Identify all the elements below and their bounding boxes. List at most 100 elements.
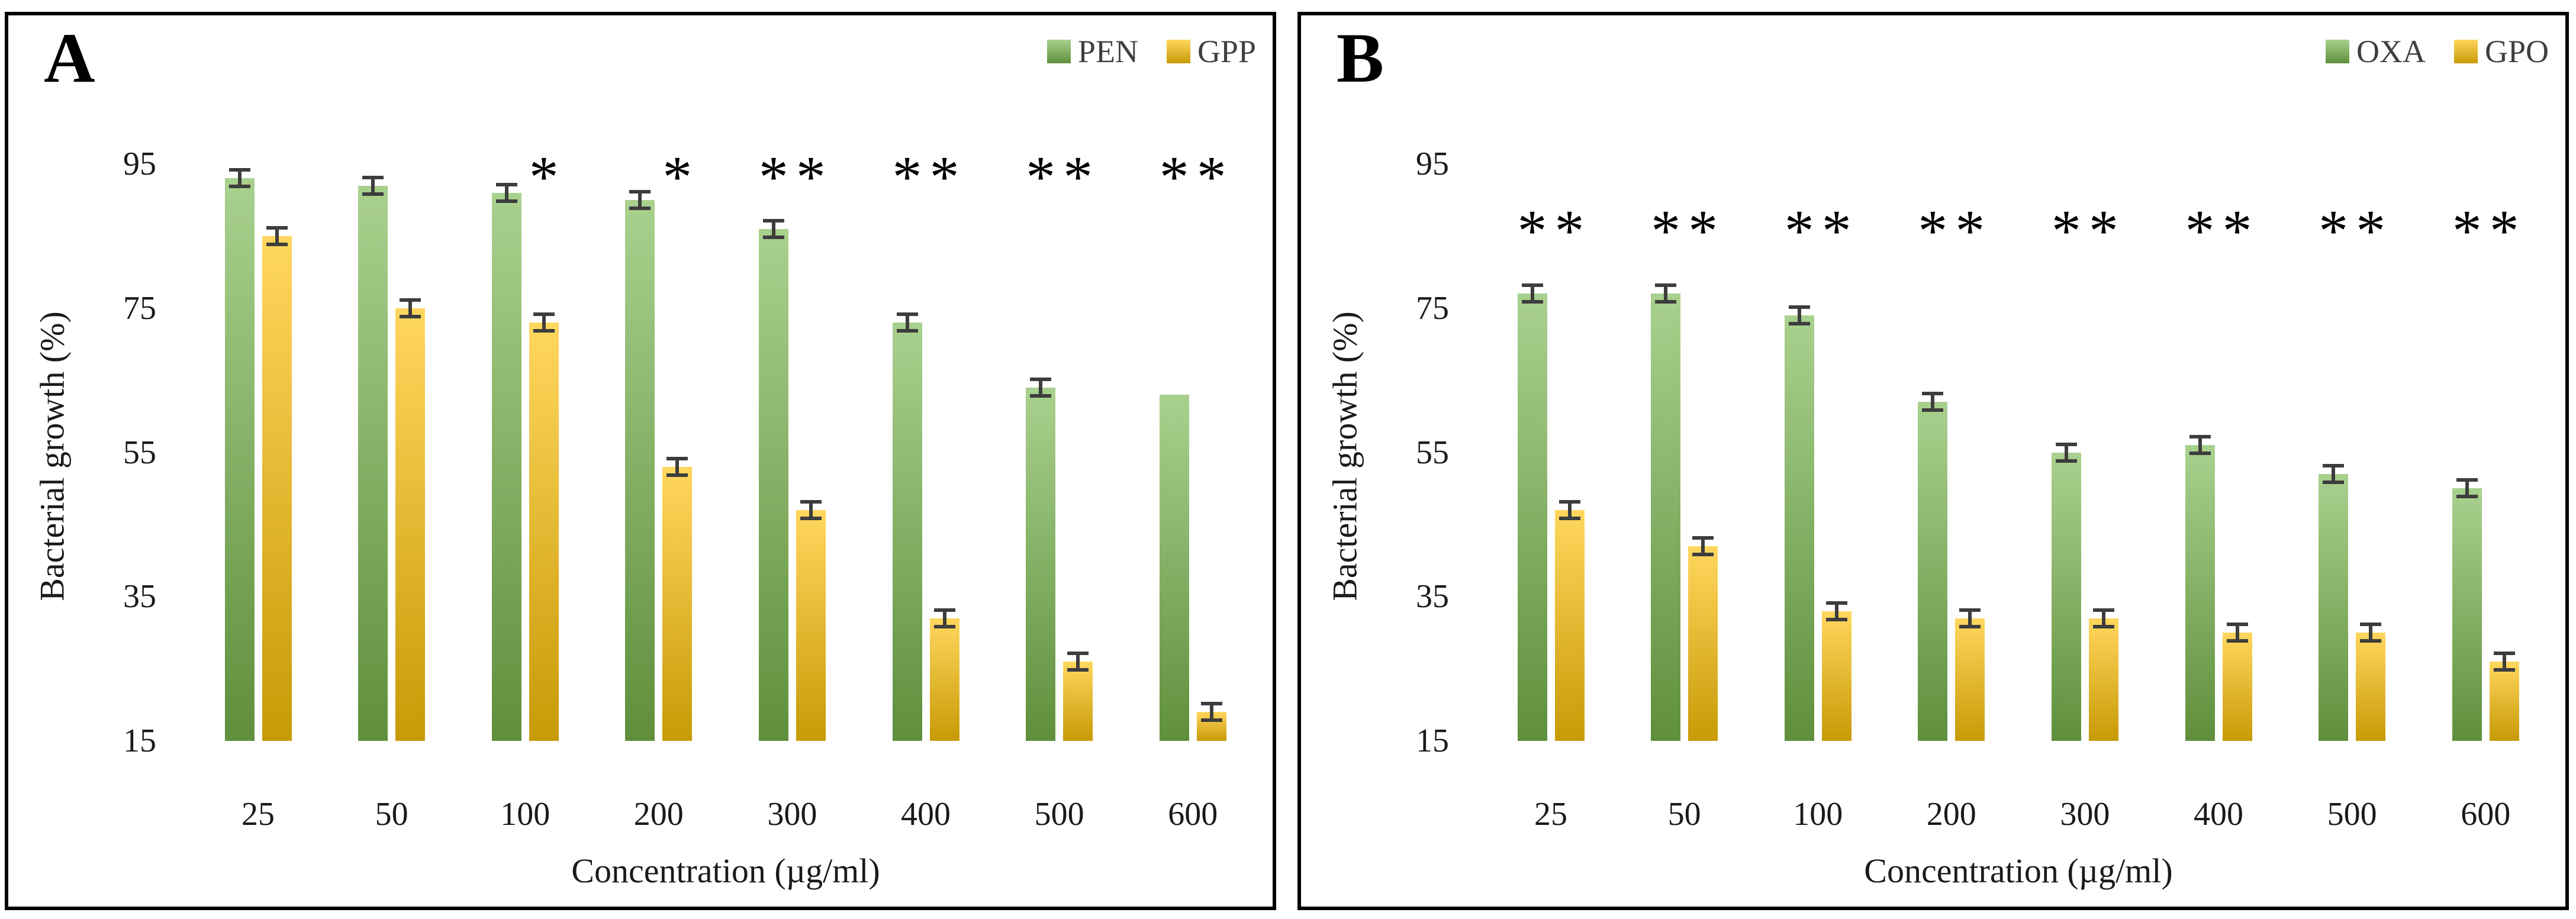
error-bar-cap	[400, 314, 421, 318]
significance-asterisk-pen-400: *	[892, 144, 922, 209]
y-tick-55: 55	[123, 434, 156, 471]
bar-oxa-400	[2185, 445, 2215, 741]
error-bar-stem	[1039, 379, 1043, 395]
x-tick-500: 500	[1034, 796, 1084, 833]
error-bar-stem	[2235, 625, 2239, 641]
error-bar-cap	[1825, 617, 1847, 621]
legend-item-gpp: GPP	[1166, 36, 1256, 67]
error-bar-gpo-300	[2092, 608, 2114, 628]
y-tick-75: 75	[123, 289, 156, 327]
bar-oxa-25	[1517, 294, 1547, 741]
error-bar-cap	[1788, 321, 1810, 325]
bar-gpo-100	[1821, 611, 1852, 741]
error-bar-stem	[2502, 653, 2506, 669]
error-bar-stem	[905, 315, 909, 331]
significance-asterisk-gpp-400: *	[929, 144, 959, 209]
error-bar-stem	[371, 178, 375, 194]
error-bar-cap	[1655, 300, 1677, 304]
panel-b-label: B	[1337, 18, 1384, 97]
error-bar-cap	[1692, 536, 1714, 540]
error-bar-cap	[2092, 608, 2114, 612]
significance-asterisk-gpo-25: *	[1554, 198, 1585, 264]
error-bar-oxa-50	[1655, 283, 1677, 304]
y-tick-95: 95	[123, 146, 156, 182]
error-bar-stem	[542, 315, 546, 331]
significance-asterisk-gpo-300: *	[2088, 198, 2118, 264]
bar-gpo-50	[1688, 546, 1718, 741]
significance-asterisk-pen-300: *	[758, 144, 788, 209]
bar-pen-500	[1026, 387, 1056, 741]
error-bar-pen-100	[495, 182, 517, 203]
significance-asterisk-oxa-300: *	[2051, 198, 2081, 264]
error-bar-cap	[2493, 651, 2515, 655]
error-bar-cap	[1030, 377, 1052, 381]
bar-gpo-25	[1554, 510, 1585, 741]
error-bar-cap	[666, 456, 688, 460]
error-bar-stem	[1834, 603, 1838, 619]
error-bar-pen-25	[228, 168, 250, 189]
bar-gpp-200	[662, 466, 693, 741]
x-tick-50: 50	[1667, 796, 1701, 833]
significance-asterisk-oxa-50: *	[1651, 198, 1681, 264]
error-bar-cap	[2456, 478, 2478, 482]
error-bar-gpp-50	[400, 298, 421, 318]
error-bar-pen-200	[629, 189, 651, 210]
error-bar-cap	[1788, 305, 1810, 309]
error-bar-stem	[275, 228, 279, 244]
y-tick-95: 95	[1416, 146, 1449, 182]
x-tick-200: 200	[633, 796, 684, 833]
error-bar-cap	[800, 517, 822, 520]
bar-gpp-25	[262, 236, 292, 741]
error-bar-stem	[2101, 610, 2105, 626]
legend-swatch-yellow-icon	[2453, 40, 2478, 63]
bar-oxa-300	[2051, 452, 2081, 741]
error-bar-pen-400	[896, 312, 918, 333]
error-bar-stem	[1797, 307, 1801, 323]
x-tick-600: 600	[2461, 796, 2511, 833]
error-bar-cap	[495, 182, 517, 186]
error-bar-cap	[2226, 639, 2248, 643]
significance-asterisk-gpp-200: *	[662, 144, 693, 209]
error-bar-cap	[362, 175, 384, 179]
error-bar-cap	[1692, 552, 1714, 556]
error-bar-stem	[2064, 444, 2068, 460]
legend-label-pen: PEN	[1077, 34, 1138, 69]
panel-b: B Bacterial growth (%) Concentration (µg…	[1297, 12, 2569, 910]
bar-oxa-200	[1918, 402, 1948, 741]
error-bar-cap	[933, 624, 955, 628]
bar-gpp-500	[1063, 661, 1093, 741]
y-tick-35: 35	[123, 578, 156, 615]
bar-gpo-500	[2356, 633, 2386, 741]
error-bar-stem	[638, 192, 642, 208]
y-tick-35: 35	[1416, 578, 1449, 615]
error-bar-stem	[408, 300, 413, 316]
bar-oxa-600	[2452, 488, 2482, 741]
error-bar-stem	[2198, 437, 2202, 453]
error-bar-cap	[1655, 283, 1677, 288]
error-bar-gpp-300	[800, 500, 822, 520]
x-tick-25: 25	[242, 796, 275, 833]
error-bar-cap	[933, 608, 955, 612]
error-bar-cap	[896, 329, 918, 333]
significance-asterisk-gpo-100: *	[1821, 198, 1852, 264]
error-bar-cap	[1922, 408, 1944, 412]
y-tick-15: 15	[1416, 723, 1449, 759]
y-tick-55: 55	[1416, 434, 1449, 471]
error-bar-gpo-600	[2493, 651, 2515, 672]
error-bar-cap	[629, 206, 651, 210]
legend-item-gpo: GPO	[2453, 36, 2549, 67]
panel-a-label: A	[44, 18, 95, 97]
bar-oxa-500	[2319, 474, 2349, 741]
error-bar-cap	[762, 218, 784, 223]
error-bar-stem	[504, 185, 508, 201]
significance-asterisk-pen-600: *	[1159, 144, 1189, 209]
error-bar-cap	[266, 225, 288, 230]
error-bar-cap	[1559, 517, 1580, 520]
error-bar-pen-500	[1030, 377, 1052, 398]
legend-swatch-green-icon	[2325, 40, 2349, 63]
error-bar-oxa-300	[2055, 442, 2077, 463]
x-tick-100: 100	[1793, 796, 1843, 833]
bar-gpo-300	[2088, 618, 2118, 741]
bar-pen-50	[358, 185, 388, 741]
